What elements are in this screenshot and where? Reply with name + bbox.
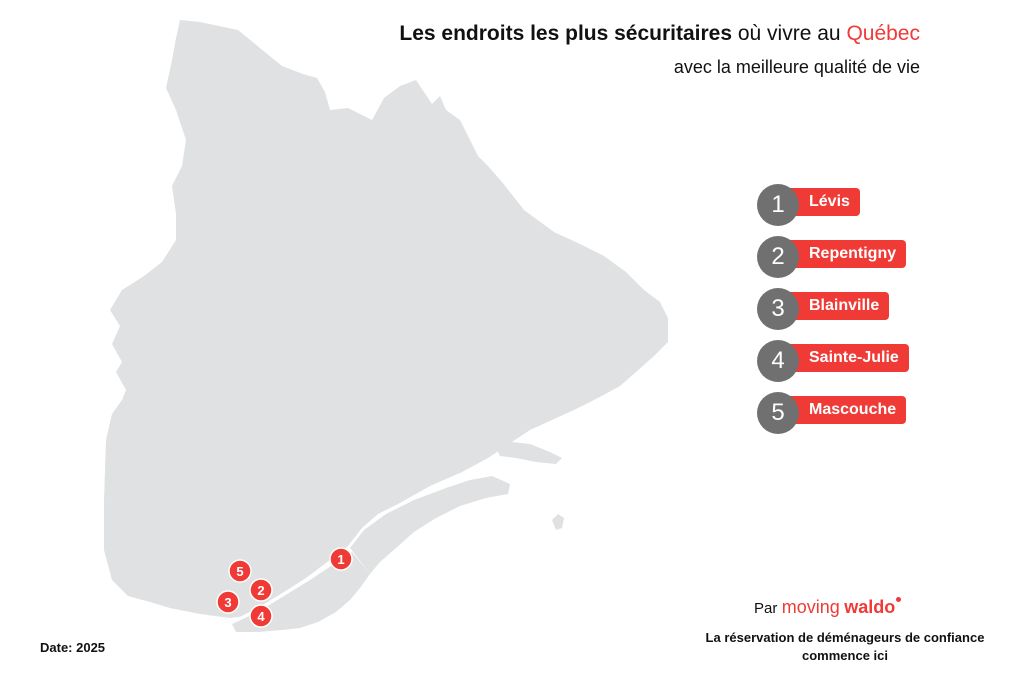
- legend-city-label: Blainville: [785, 292, 890, 320]
- anticosti-island-shape: [496, 442, 562, 464]
- legend-rank-badge: 4: [757, 340, 799, 382]
- date-label: Date: 2025: [40, 640, 106, 655]
- legend-city-label: Mascouche: [785, 396, 907, 424]
- title-bold-part: Les endroits les plus sécuritaires: [399, 22, 733, 45]
- legend-rank-badge: 5: [757, 392, 799, 434]
- title-accent-part: Québec: [846, 22, 920, 45]
- legend-rank-badge: 3: [757, 288, 799, 330]
- page-subtitle: avec la meilleure qualité de vie: [673, 57, 920, 77]
- legend-city-label: Repentigny: [785, 240, 907, 268]
- legend-rank-badge: 2: [757, 236, 799, 278]
- brand-prefix: Par: [754, 600, 778, 617]
- title-normal-part: où vivre au: [732, 22, 847, 45]
- gaspe-peninsula-shape: [350, 476, 510, 574]
- brand-logo[interactable]: Par moving waldo: [754, 597, 902, 618]
- magdalen-islands-shape: [552, 514, 564, 530]
- map-marker-4[interactable]: 4: [249, 604, 273, 628]
- map-marker-2[interactable]: 2: [249, 578, 273, 602]
- brand-name-part1: moving: [781, 597, 840, 617]
- map-marker-5-label: 5: [236, 564, 243, 579]
- quebec-province-shape: [104, 20, 668, 618]
- brand-dot-icon: [896, 597, 902, 602]
- brand-tagline: La réservation de déménageurs de confian…: [705, 630, 985, 663]
- map-marker-2-label: 2: [257, 583, 264, 598]
- legend-city-label: Sainte-Julie: [785, 344, 909, 372]
- legend-rank-badge: 1: [757, 184, 799, 226]
- map-marker-3-label: 3: [224, 595, 231, 610]
- brand-name-part2: waldo: [844, 597, 896, 617]
- map-marker-1-label: 1: [337, 552, 344, 567]
- header: Les endroits les plus sécuritaires où vi…: [399, 20, 920, 80]
- map-marker-3[interactable]: 3: [216, 590, 240, 614]
- map-marker-5[interactable]: 5: [228, 559, 252, 583]
- map-marker-1[interactable]: 1: [329, 547, 353, 571]
- map-marker-4-label: 4: [257, 609, 265, 624]
- page-title: Les endroits les plus sécuritaires où vi…: [399, 20, 920, 48]
